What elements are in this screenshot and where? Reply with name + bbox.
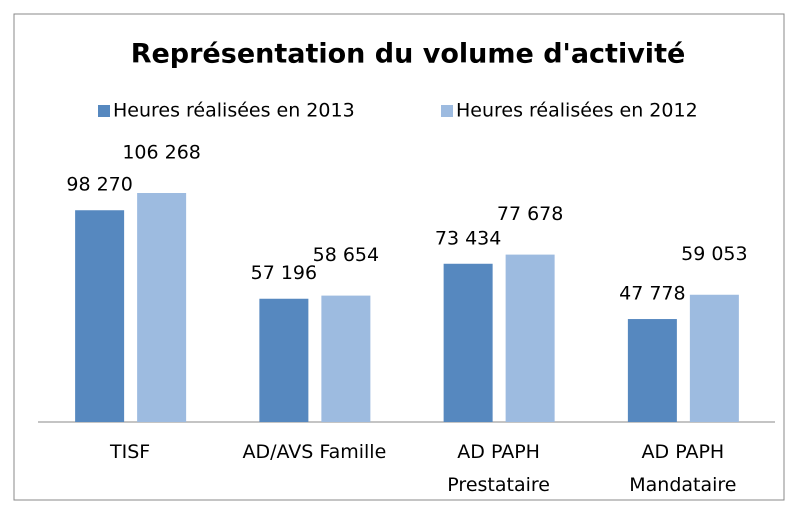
x-tick-label: AD/AVS Famille xyxy=(242,441,386,463)
legend-swatch xyxy=(441,105,453,117)
bar xyxy=(627,319,677,422)
data-label: 98 270 xyxy=(66,174,132,196)
bar xyxy=(75,210,125,422)
bar xyxy=(505,254,555,422)
x-tick-label: AD PAPH Prestataire xyxy=(447,441,550,496)
x-tick-label: AD PAPH Mandataire xyxy=(629,441,736,496)
bar xyxy=(689,294,739,422)
data-label: 58 654 xyxy=(313,244,379,266)
bar xyxy=(137,193,187,422)
bar xyxy=(321,295,371,422)
data-label: 57 196 xyxy=(251,262,317,284)
bar xyxy=(443,263,493,422)
data-label: 59 053 xyxy=(681,243,747,265)
x-tick-label: TISF xyxy=(109,441,150,463)
data-label: 73 434 xyxy=(435,227,501,249)
data-label: 77 678 xyxy=(497,203,563,225)
legend-swatch xyxy=(98,105,110,117)
data-label: 47 778 xyxy=(619,283,685,305)
legend-label: Heures réalisées en 2013 xyxy=(113,100,355,122)
data-label: 106 268 xyxy=(122,142,201,164)
legend-label: Heures réalisées en 2012 xyxy=(456,100,698,122)
bar xyxy=(259,298,309,422)
chart-title: Représentation du volume d'activité xyxy=(131,39,686,70)
chart-frame xyxy=(13,13,785,501)
